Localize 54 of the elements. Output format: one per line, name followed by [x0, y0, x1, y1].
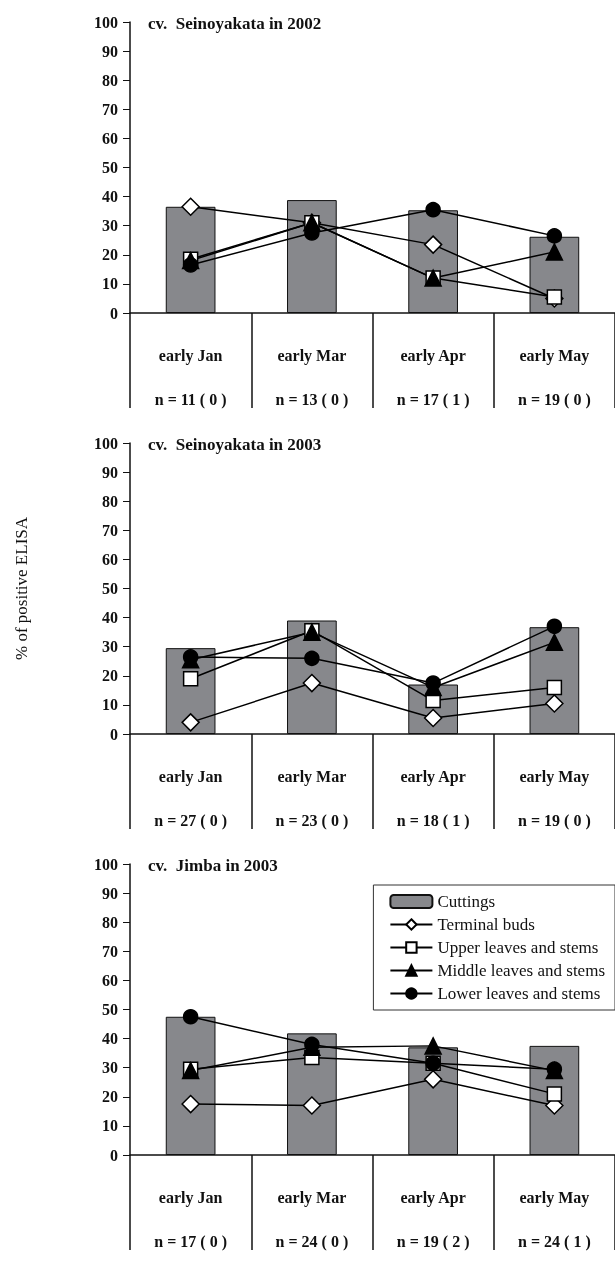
y-tick-label: 70: [102, 942, 118, 960]
legend-label: Middle leaves and stems: [437, 961, 606, 980]
y-tick-label: 40: [102, 1030, 118, 1048]
y-tick-label: 100: [94, 855, 118, 873]
y-tick-label: 0: [110, 304, 118, 322]
y-tick-label: 90: [102, 42, 118, 60]
y-axis-title: % of positive ELISA: [12, 516, 31, 661]
category-label: early Mar n = 13 ( 0 ): [275, 346, 349, 408]
y-tick-label: 80: [102, 913, 118, 931]
y-tick-label: 20: [102, 667, 118, 685]
chart-title: cv. Seinoyakata in 2003: [148, 435, 322, 454]
category-label: early Jan n = 11 ( 0 ): [154, 346, 227, 408]
y-tick-label: 70: [102, 521, 118, 539]
legend-label: Terminal buds: [437, 915, 535, 934]
category-label: early May n = 24 ( 1 ): [518, 1188, 591, 1250]
y-tick-label: 20: [102, 246, 118, 264]
category-label: early May n = 19 ( 0 ): [518, 346, 591, 408]
legend-label: Cuttings: [437, 892, 496, 911]
category-label: early Apr n = 17 ( 1 ): [396, 346, 470, 408]
y-tick-label: 100: [94, 13, 118, 31]
y-tick-label: 80: [102, 492, 118, 510]
chart-title: cv. Seinoyakata in 2002: [148, 14, 322, 33]
category-label: early Mar n = 24 ( 0 ): [275, 1188, 349, 1250]
y-tick-label: 30: [102, 638, 118, 656]
y-tick-label: 40: [102, 188, 118, 206]
y-tick-label: 30: [102, 1059, 118, 1077]
legend-label: Upper leaves and stems: [437, 938, 599, 957]
category-label: early Jan n = 17 ( 0 ): [154, 1188, 227, 1250]
y-tick-label: 0: [110, 1146, 118, 1164]
category-label: early Apr n = 19 ( 2 ): [396, 1188, 470, 1250]
legend-label: Lower leaves and stems: [437, 984, 601, 1003]
y-tick-label: 60: [102, 129, 118, 147]
y-tick-label: 40: [102, 609, 118, 627]
category-label: early May n = 19 ( 0 ): [518, 767, 591, 829]
chart-title: cv. Jimba in 2003: [148, 856, 278, 875]
category-label: early Jan n = 27 ( 0 ): [154, 767, 227, 829]
y-tick-label: 30: [102, 217, 118, 235]
y-tick-label: 60: [102, 971, 118, 989]
y-tick-label: 0: [110, 725, 118, 743]
y-tick-label: 80: [102, 71, 118, 89]
y-tick-label: 50: [102, 159, 118, 176]
y-tick-label: 60: [102, 550, 118, 568]
y-tick-label: 50: [102, 580, 118, 597]
y-tick-label: 90: [102, 884, 118, 902]
y-tick-label: 20: [102, 1088, 118, 1106]
y-tick-label: 100: [94, 434, 118, 452]
y-tick-label: 10: [102, 1117, 118, 1135]
y-tick-label: 50: [102, 1001, 118, 1018]
category-label: early Apr n = 18 ( 1 ): [396, 767, 470, 829]
y-tick-label: 10: [102, 275, 118, 293]
y-tick-label: 70: [102, 100, 118, 118]
y-tick-label: 90: [102, 463, 118, 481]
y-tick-label: 10: [102, 696, 118, 714]
category-label: early Mar n = 23 ( 0 ): [275, 767, 349, 829]
